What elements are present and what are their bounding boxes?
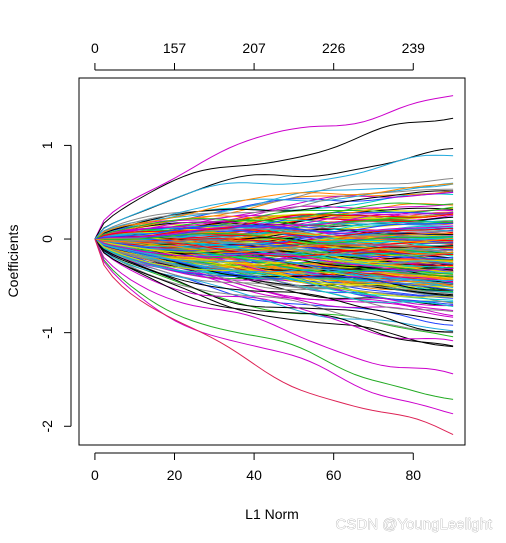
y-tick-label: 0 — [39, 235, 55, 243]
series-line — [94, 212, 454, 240]
top-tick-label: 239 — [402, 40, 426, 56]
series-line — [94, 220, 454, 240]
series-line — [94, 238, 454, 322]
series-line — [94, 238, 454, 436]
series-line — [94, 238, 454, 255]
y-tick-label: -2 — [39, 420, 55, 433]
series-line — [94, 238, 454, 400]
series-line — [94, 211, 454, 240]
series-line — [94, 238, 454, 273]
highlighted-lines — [94, 95, 454, 436]
series-line — [94, 238, 454, 333]
series-line — [94, 238, 454, 304]
series-line — [94, 202, 454, 240]
series-line — [94, 222, 454, 240]
series-line — [94, 238, 454, 285]
series-line — [94, 238, 454, 375]
x-tick-label: 40 — [246, 467, 262, 483]
top-axis: 0 157 207 226 239 — [91, 40, 426, 71]
bottom-axis: 0 20 40 60 80 — [91, 452, 421, 483]
series-line — [94, 183, 454, 240]
series-line — [94, 238, 454, 338]
series-line — [94, 238, 454, 415]
series-line — [94, 238, 454, 312]
top-tick-label: 226 — [322, 40, 346, 56]
series-line — [94, 238, 454, 347]
series-line — [94, 238, 454, 348]
y-axis-title: Coefficients — [5, 225, 21, 298]
y-tick-label: 1 — [39, 141, 55, 149]
series-line — [94, 238, 454, 334]
bundle-lines — [94, 177, 454, 348]
plot-frame — [78, 77, 466, 446]
series-line — [94, 238, 454, 271]
series-line — [94, 192, 454, 240]
series-line — [94, 95, 454, 240]
series-line — [94, 203, 454, 240]
series-line — [94, 232, 454, 244]
series-line — [94, 238, 454, 281]
series-line — [94, 235, 454, 246]
top-tick-label: 0 — [91, 40, 99, 56]
watermark-text: CSDN @YoungLeelight — [336, 516, 493, 533]
series-line — [94, 117, 454, 240]
series-line — [94, 234, 454, 246]
series-line — [94, 238, 454, 291]
x-tick-label: 0 — [91, 467, 99, 483]
top-tick-label: 207 — [242, 40, 266, 56]
series-line — [94, 238, 454, 252]
series-line — [94, 238, 454, 298]
x-tick-label: 80 — [405, 467, 421, 483]
x-tick-label: 60 — [326, 467, 342, 483]
x-tick-label: 20 — [167, 467, 183, 483]
series-line — [94, 238, 454, 255]
left-axis: -2 -1 0 1 — [39, 141, 72, 433]
series-line — [94, 183, 454, 240]
top-tick-label: 157 — [163, 40, 187, 56]
series-line — [94, 228, 454, 240]
series-line — [94, 213, 454, 240]
x-axis-title: L1 Norm — [245, 506, 299, 522]
series-line — [94, 154, 454, 240]
series-line — [94, 188, 454, 240]
series-line — [94, 177, 454, 240]
y-tick-label: -1 — [39, 326, 55, 339]
